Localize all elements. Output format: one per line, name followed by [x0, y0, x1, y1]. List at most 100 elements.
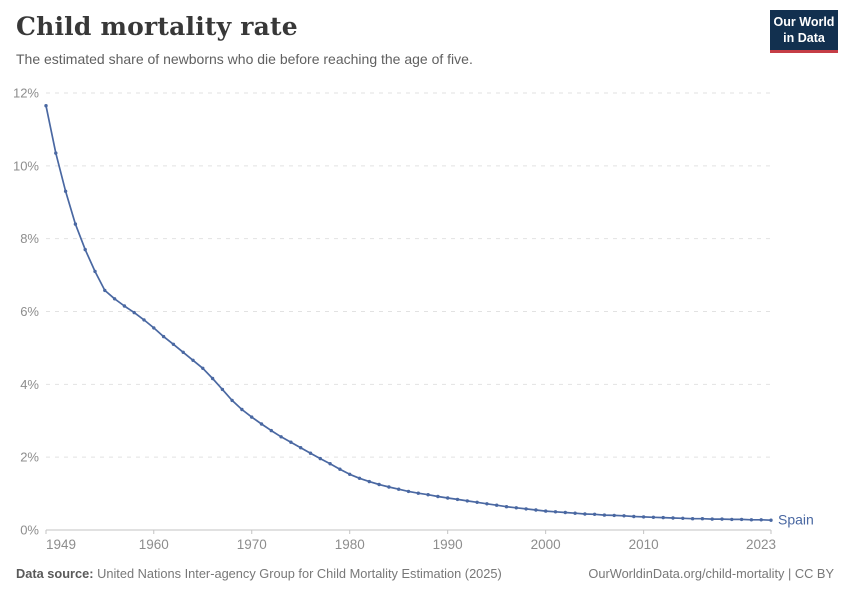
data-source-note: Data source: United Nations Inter-agency… [16, 566, 502, 581]
data-point[interactable] [602, 513, 607, 517]
data-point[interactable] [446, 496, 450, 500]
data-point[interactable] [338, 467, 342, 471]
data-point[interactable] [426, 493, 430, 497]
data-point[interactable] [357, 476, 362, 480]
y-tick-label: 10% [13, 158, 39, 173]
data-point[interactable] [210, 376, 215, 381]
x-tick-label: 1970 [237, 537, 267, 552]
data-point[interactable] [348, 472, 352, 476]
data-point[interactable] [759, 518, 763, 522]
data-point[interactable] [475, 500, 479, 504]
data-point[interactable] [377, 482, 381, 487]
footer-divider: | [788, 566, 792, 581]
data-point[interactable] [387, 485, 391, 489]
x-tick-label: 1990 [433, 537, 463, 552]
data-point[interactable] [730, 517, 734, 522]
data-point[interactable] [710, 517, 714, 521]
owid-logo-line1: Our World [773, 15, 835, 29]
data-point[interactable] [641, 515, 646, 519]
x-tick-label: 1949 [46, 537, 76, 552]
data-point[interactable] [132, 310, 136, 315]
data-point[interactable] [142, 318, 146, 322]
y-tick-label: 4% [20, 377, 39, 392]
data-point[interactable] [485, 502, 489, 506]
data-point[interactable] [681, 516, 685, 520]
data-point[interactable] [181, 350, 185, 354]
data-point[interactable] [720, 517, 724, 521]
chart-header: Child mortality rate The estimated share… [16, 12, 760, 67]
data-point[interactable] [632, 514, 636, 519]
data-point[interactable] [612, 513, 616, 518]
data-point[interactable] [592, 512, 597, 516]
data-point[interactable] [240, 407, 244, 412]
data-point[interactable] [191, 358, 195, 362]
data-point[interactable] [73, 222, 78, 226]
data-point[interactable] [514, 506, 518, 510]
data-point[interactable] [397, 487, 401, 491]
data-point[interactable] [230, 398, 234, 403]
data-point[interactable] [455, 497, 460, 502]
data-point[interactable] [112, 297, 117, 301]
x-tick-label: 1960 [139, 537, 169, 552]
data-point[interactable] [171, 342, 176, 346]
data-point[interactable] [749, 518, 754, 522]
data-point[interactable] [553, 510, 558, 514]
data-point[interactable] [318, 456, 322, 461]
data-point[interactable] [495, 503, 499, 507]
y-tick-label: 8% [20, 231, 39, 246]
data-point[interactable] [299, 446, 303, 450]
data-point[interactable] [622, 514, 626, 518]
data-point[interactable] [54, 151, 58, 155]
data-source-text: United Nations Inter-agency Group for Ch… [97, 566, 502, 581]
x-tick-label: 2010 [629, 537, 659, 552]
data-point[interactable] [279, 435, 283, 439]
data-point[interactable] [93, 269, 97, 274]
series-end-label[interactable]: Spain [778, 512, 814, 528]
y-tick-label: 12% [13, 86, 39, 101]
data-point[interactable] [289, 440, 293, 444]
data-point[interactable] [563, 510, 567, 515]
data-point[interactable] [250, 415, 254, 419]
page-title: Child mortality rate [16, 12, 298, 41]
x-tick-label: 2023 [746, 537, 776, 552]
data-point[interactable] [436, 494, 440, 499]
data-point[interactable] [651, 515, 656, 519]
data-point[interactable] [739, 517, 744, 522]
data-point[interactable] [259, 422, 264, 426]
data-point[interactable] [690, 517, 695, 521]
data-point[interactable] [44, 104, 48, 108]
data-point[interactable] [465, 499, 469, 503]
data-point[interactable] [583, 512, 587, 516]
data-point[interactable] [671, 516, 675, 520]
data-point[interactable] [524, 507, 528, 511]
owid-logo-line2: in Data [783, 30, 825, 45]
data-point[interactable] [573, 511, 577, 515]
owid-url-link[interactable]: OurWorldinData.org/child-mortality [588, 566, 785, 581]
series-line[interactable] [45, 104, 772, 522]
data-point[interactable] [308, 451, 313, 455]
data-point[interactable] [103, 288, 107, 293]
data-point[interactable] [504, 505, 509, 509]
data-point[interactable] [406, 489, 411, 494]
data-point[interactable] [534, 508, 538, 512]
data-point[interactable] [416, 491, 420, 495]
data-point[interactable] [161, 334, 166, 339]
data-point[interactable] [661, 515, 665, 520]
data-point[interactable] [544, 509, 548, 513]
data-point[interactable] [122, 304, 127, 308]
x-tick-label: 2000 [531, 537, 561, 552]
license-label: CC BY [794, 566, 834, 581]
data-point[interactable] [201, 366, 205, 370]
data-point[interactable] [63, 189, 68, 193]
data-point[interactable] [700, 517, 705, 521]
data-point[interactable] [269, 428, 273, 433]
data-point[interactable] [83, 247, 87, 252]
data-point[interactable] [220, 387, 225, 392]
data-point[interactable] [769, 518, 773, 522]
owid-logo[interactable]: Our World in Data [770, 10, 838, 54]
data-point[interactable] [367, 479, 371, 484]
data-point[interactable] [328, 462, 332, 466]
y-tick-label: 0% [20, 523, 39, 538]
data-point[interactable] [152, 326, 156, 330]
